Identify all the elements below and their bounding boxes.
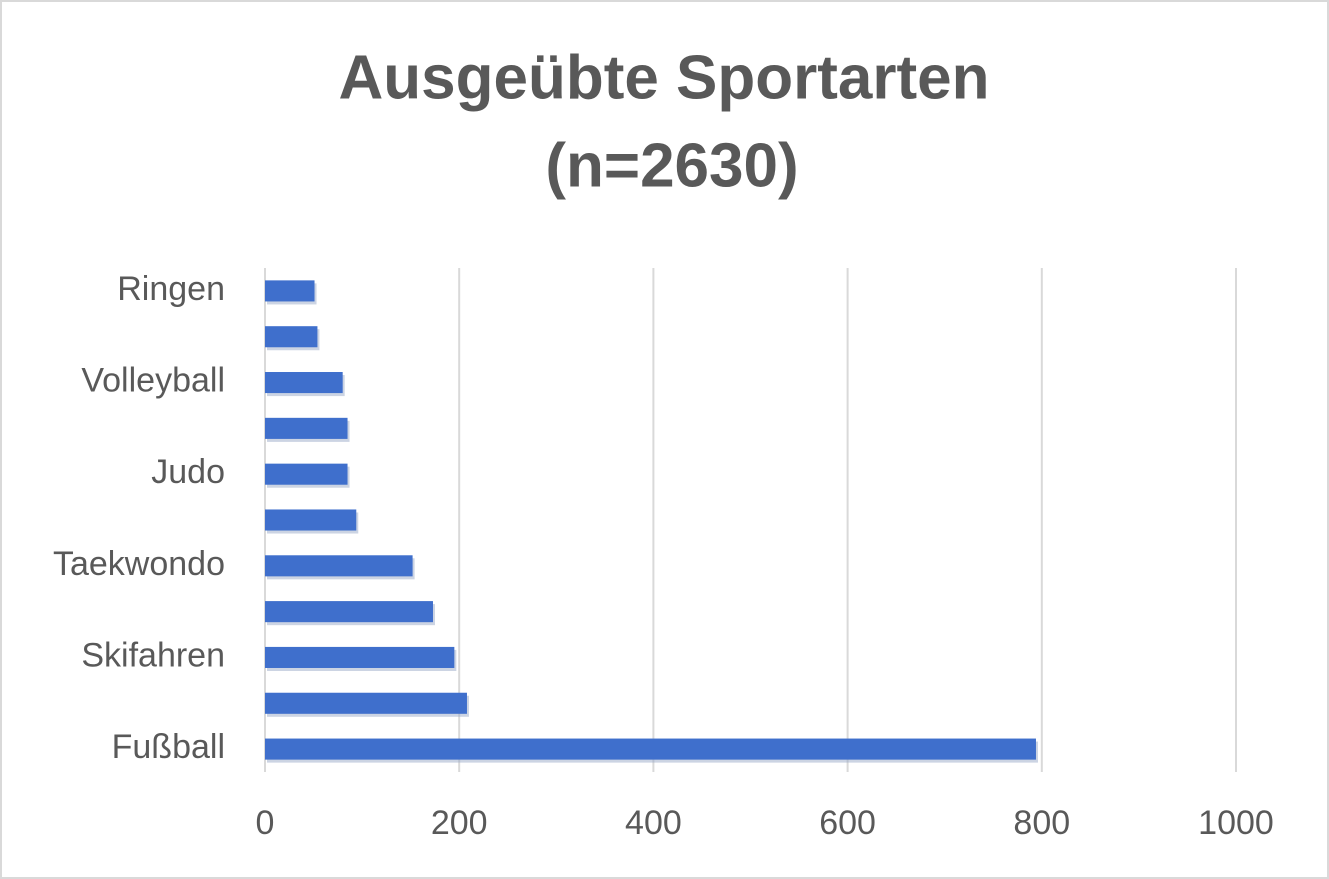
bar — [265, 555, 413, 577]
chart-title: Ausgeübte Sportarten — [338, 43, 989, 112]
x-tick-label: 600 — [819, 804, 876, 842]
x-tick-label: 0 — [256, 804, 275, 842]
bar — [265, 692, 467, 714]
y-tick-label: Skifahren — [81, 636, 225, 674]
bar — [265, 326, 318, 348]
x-tick-label: 1000 — [1198, 804, 1274, 842]
x-tick-label: 800 — [1013, 804, 1070, 842]
y-tick-label: Judo — [151, 453, 225, 491]
chart-title: (n=2630) — [545, 131, 798, 200]
bar — [265, 646, 455, 668]
bar — [265, 601, 433, 623]
bar — [265, 738, 1036, 760]
bar — [265, 372, 343, 394]
y-tick-label: Fußball — [112, 728, 225, 766]
bar — [265, 463, 348, 485]
x-tick-label: 200 — [431, 804, 488, 842]
y-tick-label: Volleyball — [81, 362, 225, 400]
bar — [265, 280, 315, 302]
x-tick-label: 400 — [625, 804, 682, 842]
bar — [265, 509, 357, 531]
y-tick-label: Ringen — [117, 270, 225, 308]
bar — [265, 417, 348, 439]
y-tick-label: Taekwondo — [53, 545, 225, 583]
